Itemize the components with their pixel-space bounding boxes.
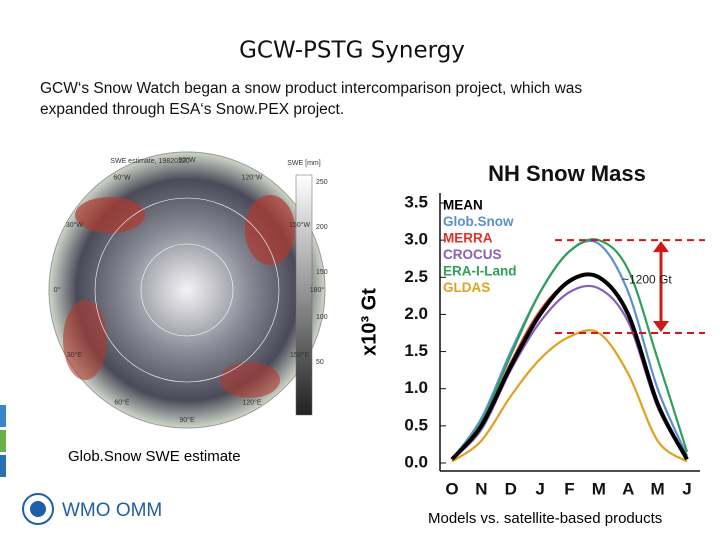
legend-entry: CROCUS [443,247,502,262]
map-caption: Glob.Snow SWE estimate [68,448,241,465]
x-tick-label: D [505,479,517,498]
legend-entry: MERRA [443,231,493,246]
y-tick-label: 0.5 [404,415,428,434]
map-disc [48,151,326,429]
annotation: ~1200 Gt [622,273,672,287]
legend-entry: MEAN [443,198,483,213]
logo-emblem [22,493,54,525]
series-line [450,272,689,461]
legend-entry: Glob.Snow [443,214,514,229]
map-lon-label: 90°W [178,156,196,164]
x-tick-label: F [564,479,574,498]
series-line [451,329,688,463]
colorbar-label: 250 [316,179,328,186]
slide-title: GCW-PSTG Synergy [239,38,465,64]
map-lon-label: 60°W [113,173,131,181]
map-lon-label: 120°E [242,398,261,406]
colorbar-label: 200 [316,224,328,231]
body-text: GCW‘s Snow Watch began a snow product in… [40,80,582,97]
colorbar-label: 150 [316,269,328,276]
legend-entry: GLDAS [443,280,490,295]
y-tick-label: 0.0 [404,452,428,471]
y-tick-label: 1.5 [404,341,428,360]
accent [0,430,6,452]
x-tick-label: O [445,479,458,498]
map-lon-label: 30°W [66,221,84,229]
map-region [220,362,280,398]
map-lon-label: 60°E [114,398,130,406]
accent [0,405,6,427]
accent [0,455,6,477]
legend-entry: ERA-I-Land [443,264,517,279]
x-tick-label: M [651,479,665,498]
y-tick-label: 2.0 [404,304,428,323]
colorbar-title: SWE [mm] [287,160,320,167]
colorbar-label: 50 [316,359,324,366]
chart-caption: Models vs. satellite-based products [428,510,662,527]
map-lon-label: 0° [54,286,61,294]
x-tick-label: J [535,479,544,498]
annotation-arrowhead [653,241,669,332]
map-region [75,197,145,233]
colorbar-label: 100 [316,314,328,321]
x-tick-label: A [622,479,634,498]
y-tick-label: 3.5 [404,192,428,211]
map-grid [94,197,280,383]
chart-title: NH Snow Mass [488,161,646,186]
x-tick-label: J [682,479,691,498]
y-tick-label: 3.0 [404,230,428,249]
logo-text: WMO OMM [62,500,162,521]
map-region [63,300,107,380]
x-tick-label: N [475,479,487,498]
map-region [245,195,295,265]
logo-emblem [30,501,46,517]
x-tick-label: M [592,479,606,498]
map-lon-label: 150°E [290,351,309,359]
y-tick-label: 1.0 [404,378,428,397]
map-lon-label: 180° [310,286,325,294]
map-lon-label: 150°W [289,221,310,229]
y-axis-label: x10³ Gt [358,288,380,356]
y-tick-label: 2.5 [404,267,428,286]
map [48,151,326,429]
map-lon-label: 120°W [241,173,262,181]
map-title: SWE estimate, 19820120 [110,158,189,165]
colorbar [295,174,313,416]
logo [22,493,54,525]
caption-box [60,443,275,470]
map-grid [140,243,234,337]
series-line [451,238,689,460]
map-lon-label: 30°E [67,351,83,359]
map-lon-label: 90°E [179,416,195,424]
body-text: expanded through ESA‘s Snow.PEX project. [40,101,344,118]
